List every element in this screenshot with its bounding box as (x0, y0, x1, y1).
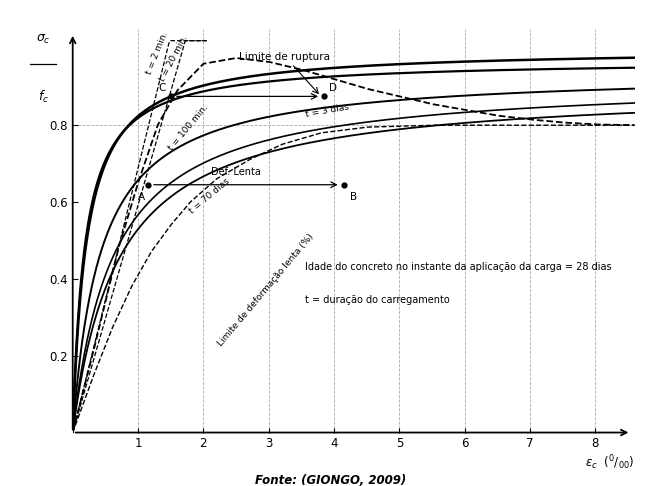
Text: t = 2 min.: t = 2 min. (144, 30, 169, 75)
Text: Def. Lenta: Def. Lenta (211, 167, 261, 177)
Text: t = 20 min.: t = 20 min. (157, 34, 190, 83)
Text: t = 100 min.: t = 100 min. (167, 103, 211, 152)
Text: $\sigma_c$: $\sigma_c$ (36, 34, 51, 47)
Text: A: A (137, 192, 145, 203)
Text: C: C (158, 83, 165, 92)
Text: B: B (350, 192, 358, 203)
Text: t = 70 dias: t = 70 dias (188, 176, 232, 215)
Text: Limite de deformação lenta (%): Limite de deformação lenta (%) (216, 232, 315, 348)
Text: Fonte: (GIONGO, 2009): Fonte: (GIONGO, 2009) (255, 473, 406, 486)
Text: D: D (329, 83, 338, 92)
Text: Idade do concreto no instante da aplicação da carga = 28 dias: Idade do concreto no instante da aplicaç… (305, 262, 611, 272)
Text: t = duração do carregamento: t = duração do carregamento (305, 295, 449, 305)
Text: Limite de ruptura: Limite de ruptura (239, 52, 330, 62)
Text: $\varepsilon_c$  ($^{0}/_{00}$): $\varepsilon_c$ ($^{0}/_{00}$) (585, 453, 635, 472)
Text: $f_c$: $f_c$ (38, 89, 49, 105)
Text: t = 3 dias: t = 3 dias (305, 103, 350, 120)
